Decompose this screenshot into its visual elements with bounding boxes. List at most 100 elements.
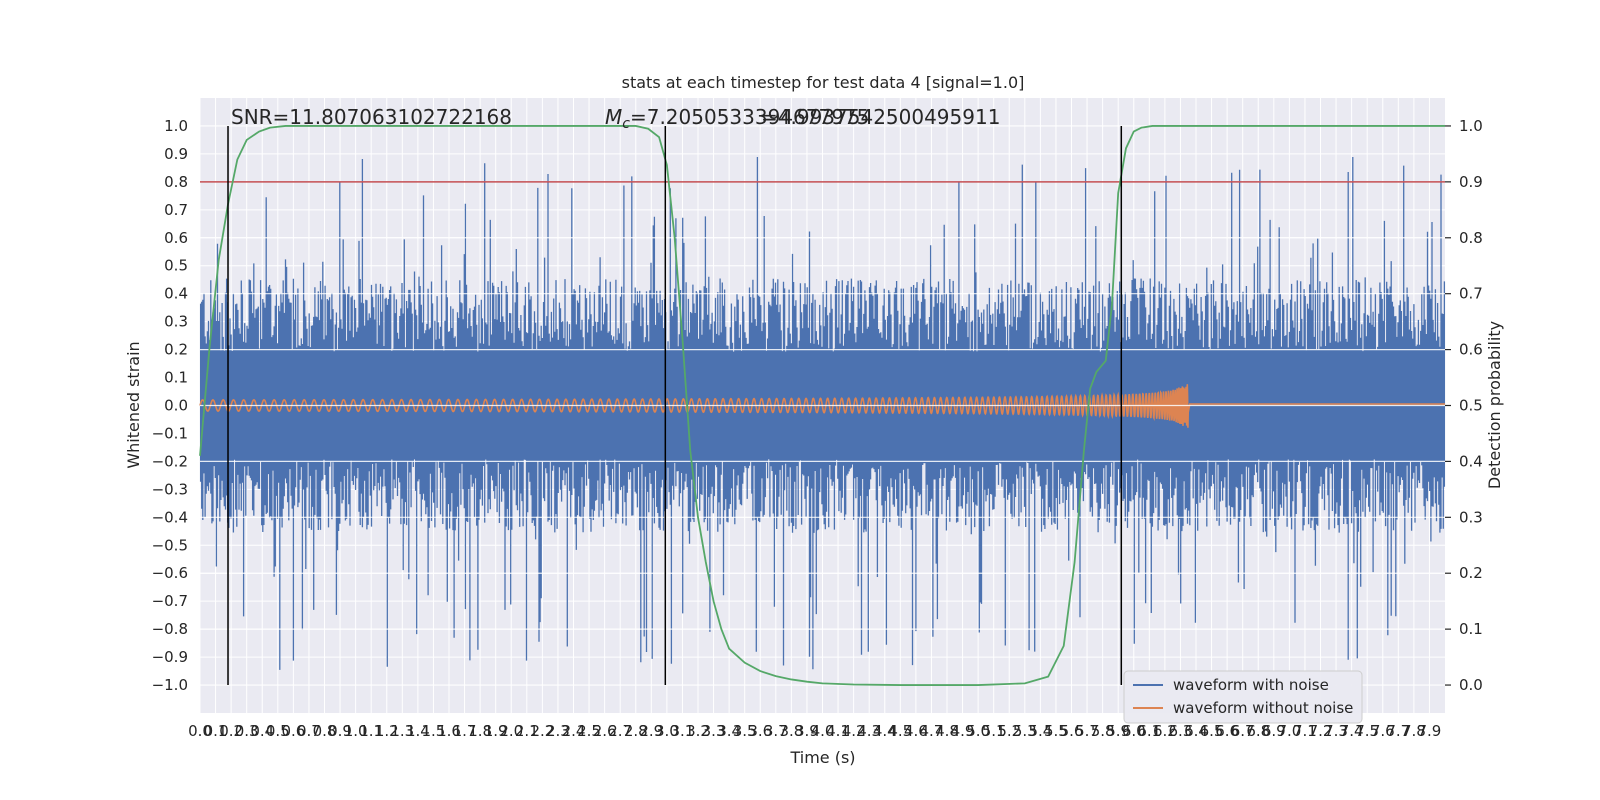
y-tick-label: 0.0 <box>164 397 188 415</box>
y2-tick-label: 0.1 <box>1459 620 1483 638</box>
x-tick-label: 0.5 <box>266 722 290 740</box>
x-tick-label: 7.6 <box>1371 722 1395 740</box>
y-tick-label: −1.0 <box>152 676 188 694</box>
y2-tick-label: 0.4 <box>1459 452 1483 470</box>
y-tick-label: −0.5 <box>152 536 188 554</box>
mc-subscript: c <box>622 116 630 132</box>
y-tick-label: −0.7 <box>152 592 188 610</box>
y-tick-label: 1.0 <box>164 117 188 135</box>
x-tick-label: 2.3 <box>546 722 570 740</box>
x-tick-label: 3.7 <box>764 722 788 740</box>
x-tick-label: 5.7 <box>1075 722 1099 740</box>
x-tick-label: 1.7 <box>453 722 477 740</box>
y2-axis-label: Detection probability <box>1485 321 1504 489</box>
legend-label-clean: waveform without noise <box>1173 699 1353 717</box>
x-tick-label: 2.2 <box>530 722 554 740</box>
y-tick-label: −0.1 <box>152 424 188 442</box>
x-tick-label: 6.7 <box>1231 722 1255 740</box>
y-tick-label: 0.3 <box>164 313 188 331</box>
mc-annotation: Mc=7.2050533394677975 <box>605 105 869 132</box>
x-tick-label: 1.0 <box>344 722 368 740</box>
x-tick-label: 4.7 <box>920 722 944 740</box>
x-tick-label: 1.1 <box>359 722 383 740</box>
y2-tick-labels: 1.0 0.9 0.8 0.7 0.6 0.5 0.4 0.3 0.2 0.1 0.0 <box>1445 117 1483 694</box>
legend: waveform with noise waveform without noi… <box>1123 670 1363 724</box>
x-tick-label: 2.6 <box>593 722 617 740</box>
x-tick-label: 3.1 <box>671 722 695 740</box>
y-tick-label: 0.1 <box>164 369 188 387</box>
y2-tick-label: 0.0 <box>1459 676 1483 694</box>
x-tick-label: 4.1 <box>826 722 850 740</box>
x-tick-label: 5.5 <box>1044 722 1068 740</box>
y-tick-label: −0.9 <box>152 648 188 666</box>
x-tick-label: 0.2 <box>219 722 243 740</box>
x-tick-label: 0.9 <box>328 722 352 740</box>
y-tick-label: 0.5 <box>164 257 188 275</box>
y2-tick-label: 0.5 <box>1459 397 1483 415</box>
y-tick-label: −0.6 <box>152 564 188 582</box>
x-axis-label: Time (s) <box>789 748 855 767</box>
vertical-markers <box>227 125 1123 686</box>
x-tick-label: 4.4 <box>873 722 897 740</box>
x-tick-label: 1.6 <box>437 722 461 740</box>
legend-label-noise: waveform with noise <box>1173 676 1329 694</box>
x-tick-label: 3.3 <box>702 722 726 740</box>
x-tick-label: 3.2 <box>686 722 710 740</box>
y-tick-label: 0.7 <box>164 201 188 219</box>
x-tick-label: 2.5 <box>577 722 601 740</box>
x-tick-label: 6.2 <box>1153 722 1177 740</box>
x-tick-label: 6.3 <box>1169 722 1193 740</box>
x-tick-label: 0.7 <box>297 722 321 740</box>
x-tick-label: 7.4 <box>1340 722 1364 740</box>
snr-annotation: SNR=11.807063102722168 <box>231 105 512 129</box>
x-tick-label: 1.4 <box>406 722 430 740</box>
x-tick-label: 2.8 <box>624 722 648 740</box>
x-tick-label: 4.2 <box>842 722 866 740</box>
x-tick-label: 2.7 <box>608 722 632 740</box>
x-tick-label: 3.5 <box>733 722 757 740</box>
mc-symbol: M <box>605 105 622 129</box>
x-tick-label: 3.4 <box>717 722 741 740</box>
x-tick-label: 2.4 <box>562 722 586 740</box>
x-tick-label: 6.4 <box>1184 722 1208 740</box>
y-tick-label: −0.4 <box>152 508 188 526</box>
y2-tick-label: 0.3 <box>1459 508 1483 526</box>
x-tick-label: 1.8 <box>468 722 492 740</box>
y-tick-label: 0.4 <box>164 285 188 303</box>
x-tick-label: 3.0 <box>655 722 679 740</box>
y-tick-label: 0.9 <box>164 145 188 163</box>
x-tick-label: 7.8 <box>1402 722 1426 740</box>
x-tick-label: 4.3 <box>857 722 881 740</box>
y-tick-label: 0.8 <box>164 173 188 191</box>
x-tick-label: 5.0 <box>966 722 990 740</box>
y2-tick-label: 0.8 <box>1459 229 1483 247</box>
x-tick-label: 2.1 <box>515 722 539 740</box>
x-tick-label: 6.0 <box>1122 722 1146 740</box>
x-tick-label: 7.2 <box>1309 722 1333 740</box>
chart-title: stats at each timestep for test data 4 [… <box>622 73 1025 92</box>
x-tick-labels: 0.00.10.20.30.40.50.60.70.80.91.01.11.21… <box>188 722 1441 740</box>
x-tick-label: 7.5 <box>1355 722 1379 740</box>
x-tick-label: 7.9 <box>1418 722 1442 740</box>
x-tick-label: 7.1 <box>1293 722 1317 740</box>
series-waveform-without-noise <box>199 384 1445 428</box>
x-tick-label: 6.1 <box>1137 722 1161 740</box>
y2-tick-label: 0.7 <box>1459 285 1483 303</box>
chirp-trace <box>199 384 1445 428</box>
y-axis-label: Whitened strain <box>124 341 143 468</box>
y2-tick-label: 0.2 <box>1459 564 1483 582</box>
x-tick-label: 5.2 <box>997 722 1021 740</box>
y2-tick-label: 1.0 <box>1459 117 1483 135</box>
y2-tick-label: 0.6 <box>1459 341 1483 359</box>
y-tick-label: 0.6 <box>164 229 188 247</box>
x-tick-label: 1.2 <box>375 722 399 740</box>
y2-tick-label: 0.9 <box>1459 173 1483 191</box>
x-tick-label: 0.4 <box>250 722 274 740</box>
x-tick-label: 4.6 <box>904 722 928 740</box>
x-tick-label: 1.9 <box>484 722 508 740</box>
x-tick-label: 3.8 <box>779 722 803 740</box>
x-tick-label: 7.3 <box>1324 722 1348 740</box>
x-tick-label: 0.8 <box>313 722 337 740</box>
mc-value: =7.2050533394677975 <box>630 105 869 129</box>
x-tick-label: 0.0 <box>188 722 212 740</box>
